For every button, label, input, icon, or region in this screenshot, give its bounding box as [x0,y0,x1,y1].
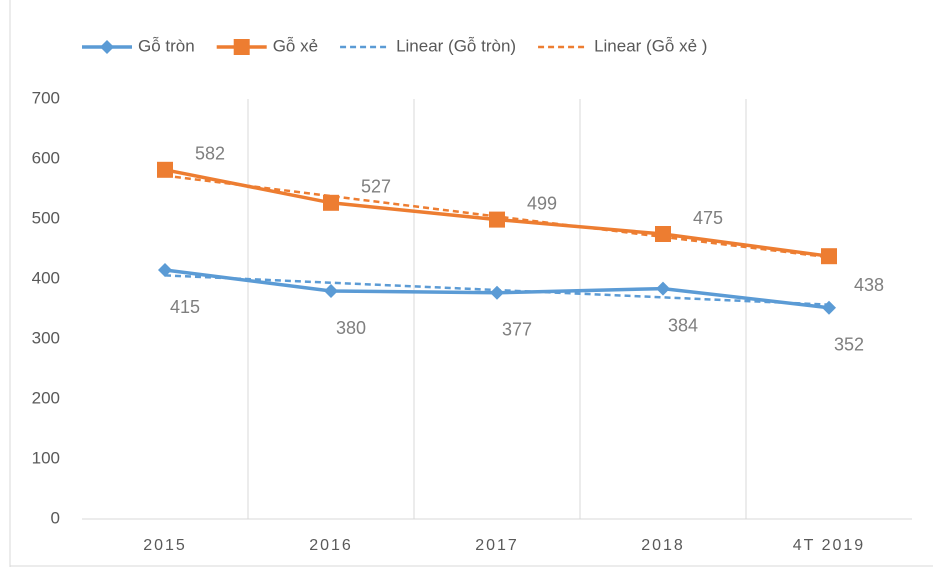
marker [656,281,670,296]
legend-label: Linear (Gỗ tròn) [396,36,516,55]
marker [490,285,504,300]
y-tick-label: 200 [32,388,60,407]
data-label: 352 [834,335,864,355]
y-tick-label: 100 [32,448,60,467]
legend-label: Linear (Gỗ xẻ ) [594,36,707,55]
data-label: 499 [527,193,557,213]
y-tick-label: 0 [51,508,60,527]
data-label: 475 [693,208,723,228]
marker [324,284,338,298]
y-tick-label: 700 [32,88,60,107]
data-label: 380 [336,318,366,338]
data-label: 384 [668,315,698,335]
y-tick-label: 500 [32,208,60,227]
marker [323,194,339,211]
legend-label: Gỗ xẻ [273,36,318,55]
marker [158,263,172,277]
y-tick-label: 300 [32,328,60,347]
data-label: 438 [854,275,884,295]
x-tick-label: 4T 2019 [793,537,865,554]
marker [100,40,114,54]
marker [489,211,505,228]
x-tick-label: 2016 [309,537,353,554]
legend-label: Gỗ tròn [138,36,195,55]
x-tick-label: 2018 [641,537,685,554]
marker [821,248,837,265]
data-label: 582 [195,144,225,164]
x-tick-label: 2017 [475,537,519,554]
y-tick-label: 600 [32,148,60,167]
marker [822,300,836,315]
data-label: 415 [170,297,200,317]
data-label: 527 [361,177,391,197]
marker [655,226,671,242]
y-tick-label: 400 [32,268,60,287]
x-tick-label: 2015 [143,537,187,554]
marker [233,39,250,55]
data-label: 377 [502,320,532,340]
marker [157,161,173,178]
